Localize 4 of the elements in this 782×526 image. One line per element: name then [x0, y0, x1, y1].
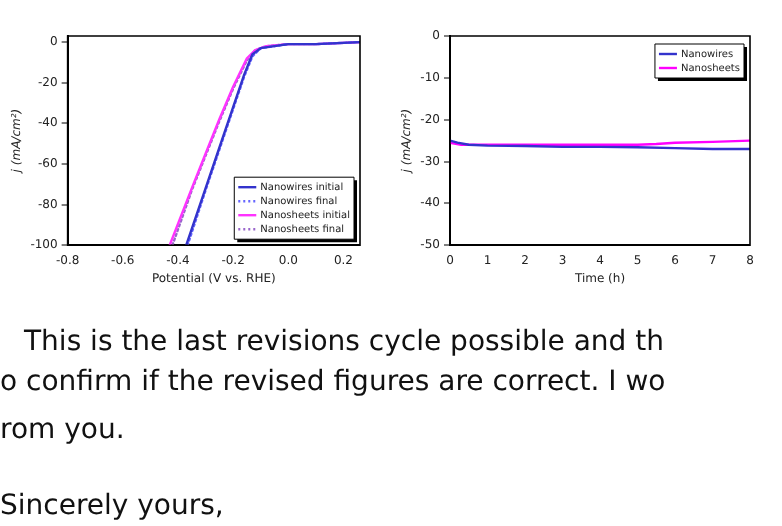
text: o confirm if the revised figures are correct. I wo [0, 366, 666, 398]
text: rom you. [0, 414, 125, 446]
text: This is the last revisions cycle possible and th [24, 326, 664, 358]
text: Sincerely yours, [0, 490, 224, 522]
